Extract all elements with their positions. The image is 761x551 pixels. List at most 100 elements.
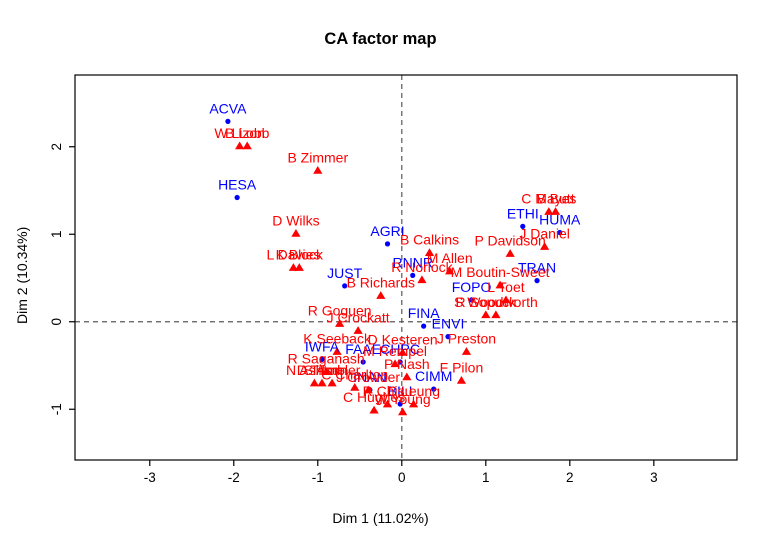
member-label: D Wilks <box>272 212 319 228</box>
committee-point <box>319 356 325 362</box>
member-label: M Allen <box>427 250 473 266</box>
member-label: C Charlton <box>321 366 388 382</box>
member-point <box>321 367 331 376</box>
committee-point <box>397 359 403 365</box>
committee-label: ENVI <box>432 316 465 332</box>
member-point <box>445 266 455 275</box>
committee-point <box>360 359 366 365</box>
member-label: B Lobb <box>225 125 270 141</box>
committee-label: HUMA <box>539 212 581 228</box>
x-tick-label: -1 <box>312 470 324 485</box>
member-label: J Crockatt <box>327 310 390 326</box>
member-label: J Crowder <box>336 369 400 385</box>
x-tick-label: -3 <box>144 470 156 485</box>
member-label: K Block <box>276 247 324 263</box>
committee-label: IWFA <box>305 338 340 354</box>
member-point <box>495 280 505 289</box>
member-label: S Woodworth <box>454 294 538 310</box>
member-point <box>335 319 345 327</box>
member-point <box>327 378 337 387</box>
member-point <box>417 275 427 284</box>
x-axis-label: Dim 1 (11.02%) <box>332 510 429 526</box>
member-point <box>376 291 386 299</box>
member-point <box>309 378 320 387</box>
committee-point <box>431 386 437 392</box>
member-point <box>456 375 467 384</box>
committee-point <box>468 297 475 303</box>
committee-point <box>410 272 416 278</box>
committee-point <box>520 223 526 229</box>
member-point <box>424 248 435 257</box>
member-label: F Pilon <box>440 359 484 375</box>
member-point <box>369 405 379 414</box>
x-tick-label: -2 <box>228 470 240 485</box>
member-label: B Butt <box>536 191 574 207</box>
member-label: B Richards <box>347 275 415 291</box>
member-point <box>317 378 327 387</box>
committee-label: CHPC <box>380 341 420 357</box>
member-label: R Chisu <box>363 383 413 399</box>
chart-title: CA factor map <box>324 30 437 48</box>
committee-label: JUST <box>327 265 362 281</box>
member-label: P Davidson <box>475 233 546 249</box>
member-point <box>398 347 408 356</box>
member-label: B Calkins <box>400 232 459 248</box>
member-label: P Nash <box>384 356 430 372</box>
member-label: S Ambler <box>304 362 361 378</box>
committee-label: FOPO <box>452 279 492 295</box>
member-label: M Rempel <box>363 343 427 359</box>
member-label: R Sopuck <box>455 294 517 310</box>
member-label: J Daniel <box>519 226 570 242</box>
member-label: C Hughes <box>343 389 405 405</box>
committee-point <box>234 194 240 201</box>
committee-label: RNNR <box>392 254 432 270</box>
y-axis-label: Dim 2 (10.34%) <box>14 226 30 325</box>
committee-point <box>445 334 451 340</box>
x-tick-label: 1 <box>482 470 490 485</box>
committee-label: CIMM <box>415 368 452 384</box>
y-tick-label: -1 <box>49 403 64 415</box>
member-point <box>363 385 373 394</box>
member-label: L Toet <box>487 279 524 295</box>
committee-label: INAN <box>353 369 386 385</box>
member-point <box>350 382 360 391</box>
member-point <box>390 359 400 368</box>
plot-border <box>74 74 738 461</box>
y-tick-label: 1 <box>49 230 64 238</box>
member-label: W Young <box>375 391 431 407</box>
member-label: R Saganash <box>288 351 365 367</box>
committee-label: BILI <box>388 383 413 399</box>
x-tick-label: 2 <box>566 470 574 485</box>
member-point <box>540 242 550 250</box>
member-point <box>382 399 393 408</box>
member-point <box>402 372 412 381</box>
y-tick-label: 2 <box>49 143 64 151</box>
member-point <box>505 249 515 257</box>
committee-label: FAAE <box>345 341 381 357</box>
committee-label: TRAN <box>518 260 556 276</box>
committee-point <box>342 283 348 289</box>
member-point <box>491 310 501 319</box>
member-label: D Tilson <box>297 362 348 378</box>
committee-point <box>421 323 427 329</box>
member-point <box>332 347 342 355</box>
member-label: D Kesteren <box>368 331 438 347</box>
member-point <box>408 399 419 408</box>
member-point <box>550 207 561 215</box>
member-point <box>481 310 491 319</box>
member-point <box>242 141 252 150</box>
committee-label: FINA <box>408 305 441 321</box>
member-point <box>288 263 299 271</box>
member-point <box>294 263 304 271</box>
member-point <box>313 165 323 174</box>
member-point <box>544 207 554 215</box>
member-label: R Norlock <box>391 259 453 275</box>
member-point <box>461 347 472 355</box>
member-point <box>353 326 363 334</box>
member-label: C Leung <box>387 383 440 399</box>
committee-point <box>225 118 231 124</box>
member-label: K Seeback <box>303 331 372 347</box>
committee-label: HESA <box>218 177 257 193</box>
